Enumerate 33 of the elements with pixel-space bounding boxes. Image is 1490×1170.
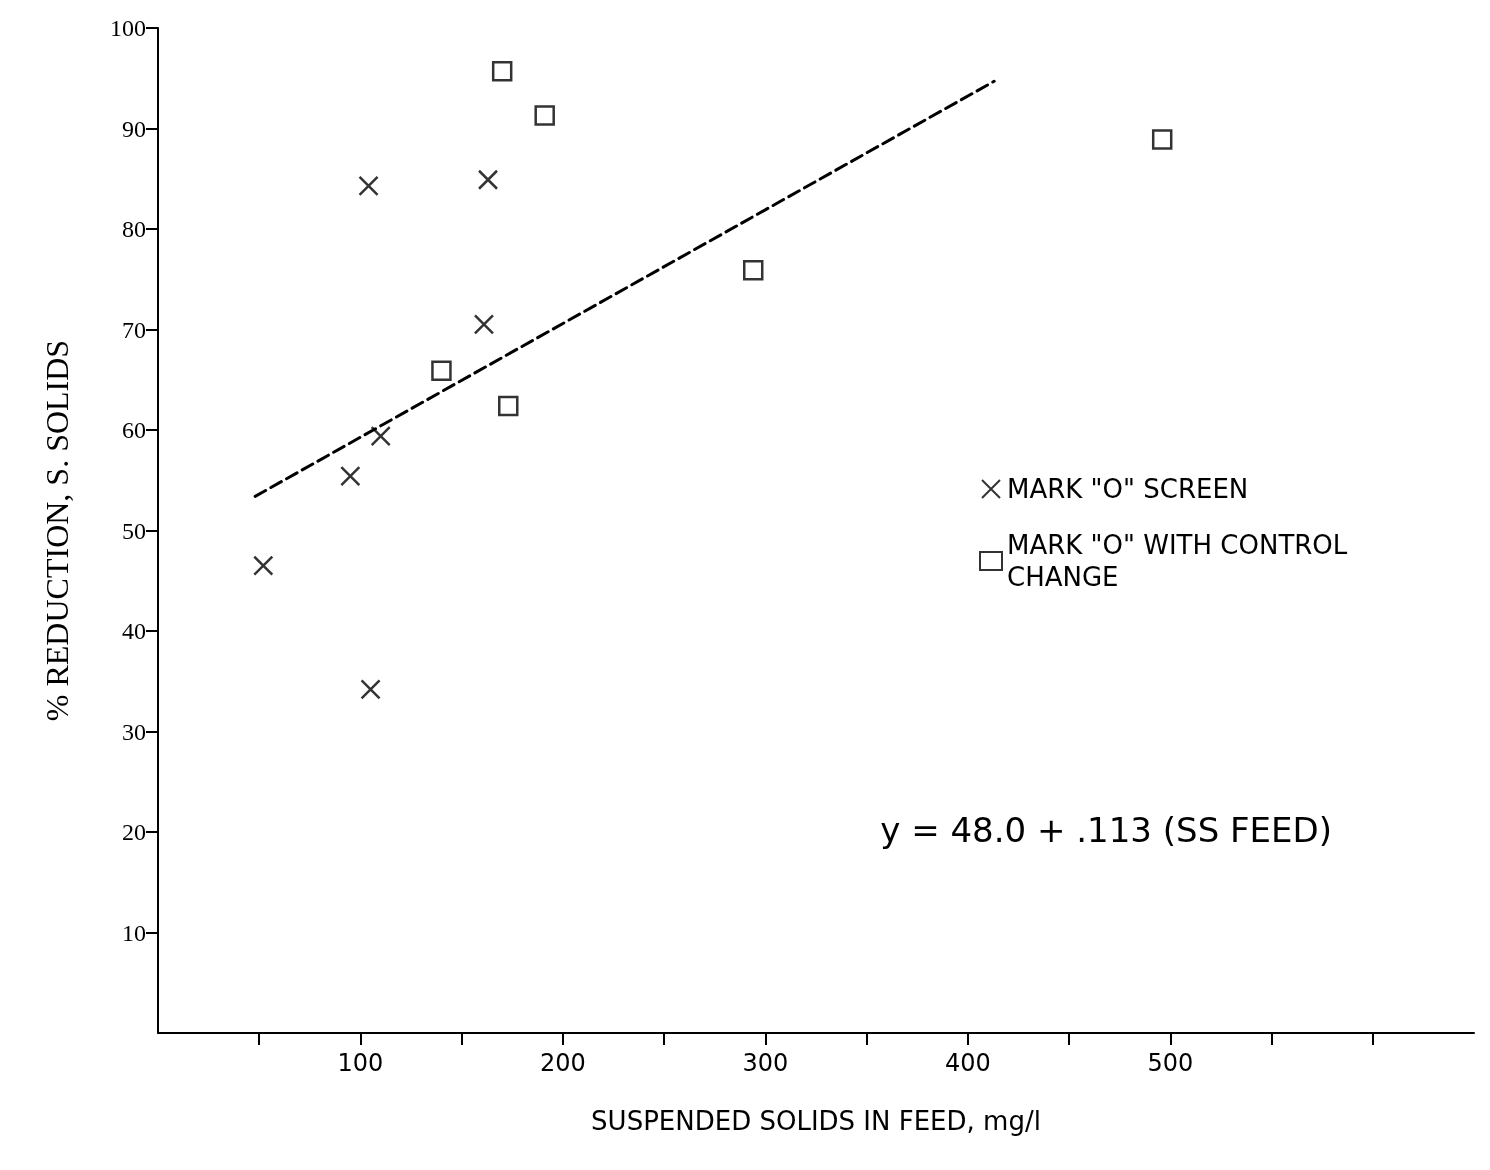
y-tick-label: 60 (122, 417, 146, 443)
x-tick-label: 200 (540, 1049, 586, 1077)
y-tick-label: 100 (110, 15, 146, 41)
point (1151, 129, 1173, 150)
point (534, 105, 555, 126)
point (473, 314, 495, 335)
x-axis-title: SUSPENDED SOLIDS IN FEED, mg/l (591, 1106, 1041, 1136)
point (358, 175, 379, 197)
y-axis-title: % REDUCTION, S. SOLIDS (39, 339, 75, 722)
legend-label: MARK "O" WITH CONTROL CHANGE (1007, 530, 1356, 592)
y-tick-label: 10 (122, 919, 146, 946)
point (360, 679, 381, 700)
x-tick-label: 300 (742, 1049, 789, 1077)
point (370, 425, 391, 447)
y-tick-label: 90 (122, 115, 146, 142)
legend-label: MARK "O" SCREEN (1007, 474, 1249, 504)
point (498, 395, 519, 417)
y-tick-label: 70 (122, 316, 146, 343)
y-tick-label: 80 (122, 216, 146, 242)
x-tick-label: 500 (1147, 1049, 1194, 1077)
x-tick-label: 100 (337, 1049, 384, 1077)
point (340, 465, 361, 487)
point (253, 555, 274, 576)
x-tick-label: 400 (944, 1049, 991, 1077)
y-tick-label: 50 (122, 517, 146, 544)
point (431, 360, 452, 381)
y-tick-label: 30 (122, 718, 146, 745)
point (491, 60, 513, 82)
y-tick-label: 20 (122, 819, 146, 845)
point (477, 169, 499, 191)
annotation: y = 48.0 + .113 (SS FEED) (880, 810, 1332, 850)
point (742, 259, 764, 281)
y-tick-label: 40 (122, 618, 146, 644)
